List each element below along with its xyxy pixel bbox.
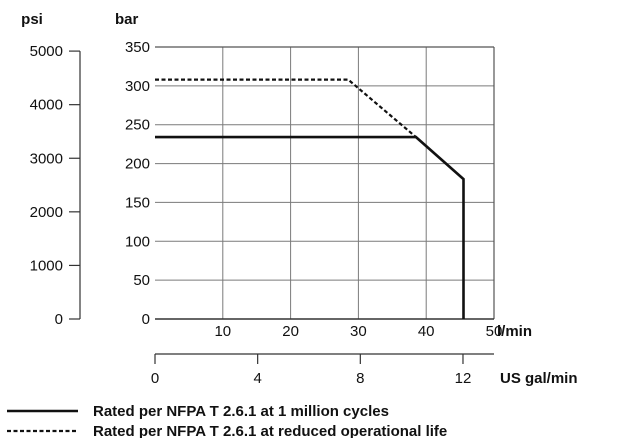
bar-tick-label-300: 300 [125,78,150,95]
bar-tick-label-100: 100 [125,233,150,250]
lmin-axis-unit: l/min [497,323,532,340]
lmin-tick-label-40: 40 [418,323,435,340]
lmin-tick-label-20: 20 [282,323,299,340]
bar-tick-label-0: 0 [142,311,150,328]
bar-tick-label-150: 150 [125,194,150,211]
gal-tick-label-0: 0 [151,370,159,387]
psi-tick-label-4000: 4000 [30,97,63,114]
bar-axis-unit: bar [115,11,139,28]
lmin-tick-label-30: 30 [350,323,367,340]
psi-axis-unit: psi [21,11,43,28]
axes [69,46,495,364]
gal-tick-label-12: 12 [455,370,472,387]
bar-tick-label-50: 50 [133,272,150,289]
lmin-tick-label-50: 50 [486,323,503,340]
psi-tick-label-1000: 1000 [30,257,63,274]
psi-tick-label-3000: 3000 [30,150,63,167]
bar-tick-label-250: 250 [125,117,150,134]
legend-solid-label: Rated per NFPA T 2.6.1 at 1 million cycl… [93,403,389,420]
grid-lines [155,47,494,319]
gal-axis-unit: US gal/min [500,370,578,387]
psi-tick-label-5000: 5000 [30,43,63,60]
psi-tick-label-0: 0 [55,311,63,328]
series-line-million-cycles [155,135,465,319]
series-lines [155,78,465,319]
lmin-tick-label-10: 10 [214,323,231,340]
legend-dashed-label: Rated per NFPA T 2.6.1 at reduced operat… [93,423,447,438]
series-line-reduced-life [155,78,417,138]
gal-tick-label-4: 4 [253,370,261,387]
bar-tick-label-350: 350 [125,39,150,56]
psi-tick-label-2000: 2000 [30,204,63,221]
gal-tick-label-8: 8 [356,370,364,387]
bar-tick-label-200: 200 [125,156,150,173]
legend: Rated per NFPA T 2.6.1 at 1 million cycl… [7,403,447,438]
